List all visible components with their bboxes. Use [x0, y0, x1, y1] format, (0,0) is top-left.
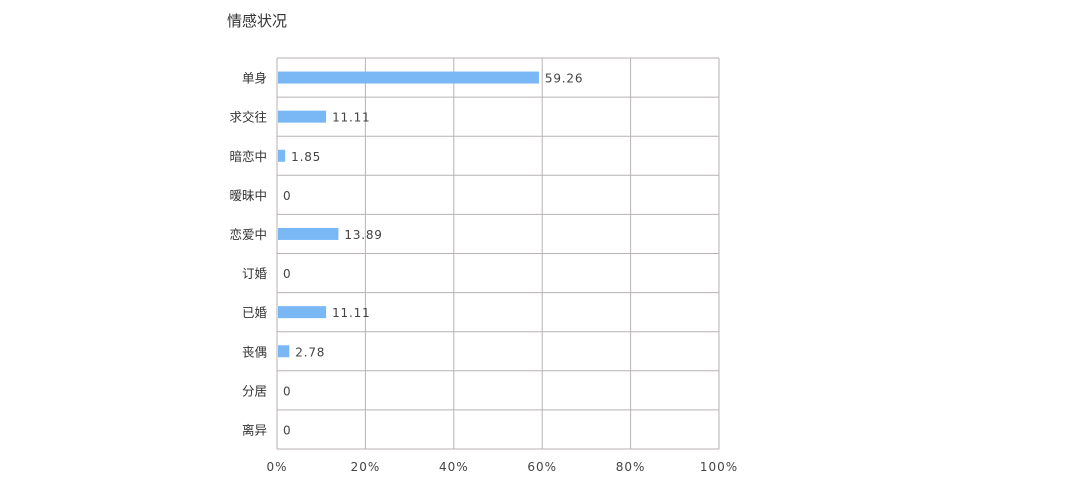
category-label: 离异	[242, 422, 267, 437]
labels: 0% 20% 40% 60% 80% 100% 单身 59.26 求交往 11.11 暗恋中 1.85…	[229, 71, 738, 474]
x-tick-label: 80%	[616, 460, 646, 474]
data-label: 11.11	[332, 306, 370, 320]
data-label: 59.26	[545, 72, 583, 86]
bar	[278, 306, 327, 319]
data-label: 11.11	[332, 111, 370, 125]
data-label: 0	[283, 189, 291, 203]
data-label: 0	[283, 423, 291, 437]
category-label: 求交往	[229, 110, 267, 125]
category-label: 暗恋中	[229, 149, 267, 164]
data-label: 0	[283, 267, 291, 281]
x-tick-label: 20%	[351, 460, 381, 474]
data-label: 2.78	[295, 345, 325, 359]
bar	[278, 345, 290, 358]
category-label: 暧昧中	[229, 188, 267, 203]
category-label: 恋爱中	[229, 227, 267, 242]
x-tick-label: 60%	[527, 460, 557, 474]
bar	[278, 110, 327, 123]
data-label: 1.85	[291, 150, 321, 164]
data-label: 0	[283, 384, 291, 398]
x-tick-label: 100%	[700, 460, 738, 474]
bar	[278, 149, 286, 162]
grid	[276, 57, 720, 450]
bar	[278, 227, 339, 240]
category-label: 丧偶	[242, 344, 267, 359]
category-label: 订婚	[242, 266, 268, 281]
data-label: 13.89	[344, 228, 382, 242]
bars	[278, 71, 539, 358]
x-tick-label: 40%	[439, 460, 469, 474]
category-label: 分居	[242, 383, 267, 398]
x-tick-label: 0%	[266, 460, 287, 474]
category-label: 已婚	[242, 305, 268, 320]
category-label: 单身	[242, 71, 267, 86]
bar	[278, 71, 539, 84]
chart-title: 情感状况	[227, 12, 288, 30]
